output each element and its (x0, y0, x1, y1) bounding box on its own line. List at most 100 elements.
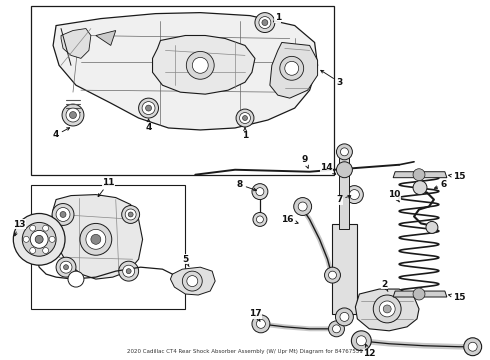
Circle shape (336, 308, 353, 326)
Circle shape (68, 271, 84, 287)
Circle shape (49, 237, 55, 242)
Circle shape (187, 276, 198, 287)
Polygon shape (270, 42, 318, 98)
Polygon shape (51, 195, 143, 279)
Circle shape (60, 211, 66, 217)
Circle shape (56, 207, 70, 221)
Circle shape (356, 336, 367, 346)
Circle shape (23, 237, 29, 242)
Circle shape (464, 338, 482, 356)
Polygon shape (152, 36, 255, 94)
Circle shape (182, 271, 202, 291)
Polygon shape (53, 13, 318, 130)
Circle shape (383, 305, 391, 313)
Circle shape (240, 113, 250, 123)
Circle shape (62, 104, 84, 126)
Circle shape (413, 288, 425, 300)
Circle shape (341, 148, 348, 156)
Bar (31, 185, 185, 309)
Polygon shape (96, 31, 116, 45)
Text: 17: 17 (248, 309, 261, 321)
Circle shape (86, 229, 106, 249)
Circle shape (328, 271, 337, 279)
Text: 4: 4 (53, 128, 70, 139)
Text: 14: 14 (320, 163, 336, 174)
Text: 15: 15 (448, 172, 465, 181)
Circle shape (256, 319, 266, 328)
Circle shape (126, 269, 131, 274)
Text: 13: 13 (13, 220, 25, 236)
Circle shape (236, 109, 254, 127)
Circle shape (52, 203, 74, 225)
Circle shape (22, 222, 56, 256)
Circle shape (43, 248, 49, 253)
Circle shape (262, 19, 268, 26)
Polygon shape (171, 267, 215, 295)
Circle shape (340, 312, 349, 321)
Text: 9: 9 (301, 155, 308, 168)
Circle shape (142, 102, 155, 114)
Circle shape (30, 225, 36, 231)
Circle shape (30, 248, 36, 253)
Bar (31, 6, 335, 175)
Circle shape (122, 265, 135, 277)
Circle shape (119, 261, 139, 281)
Circle shape (139, 98, 158, 118)
Circle shape (413, 169, 425, 181)
Circle shape (413, 181, 427, 195)
Circle shape (252, 184, 268, 199)
Circle shape (122, 206, 140, 224)
Circle shape (298, 202, 307, 211)
Polygon shape (355, 289, 419, 331)
Circle shape (146, 105, 151, 111)
Circle shape (243, 116, 247, 121)
Circle shape (285, 61, 299, 75)
Circle shape (349, 190, 359, 199)
Circle shape (328, 321, 344, 337)
Circle shape (351, 331, 371, 351)
Text: 8: 8 (237, 180, 256, 191)
Text: 2020 Cadillac CT4 Rear Shock Absorber Assembly (W/ Upr Mt) Diagram for 84767551: 2020 Cadillac CT4 Rear Shock Absorber As… (127, 349, 363, 354)
Circle shape (128, 212, 133, 217)
Polygon shape (393, 291, 447, 297)
Circle shape (333, 325, 341, 333)
Text: 10: 10 (388, 190, 400, 202)
Circle shape (30, 230, 48, 248)
Text: 4: 4 (146, 119, 152, 132)
Polygon shape (61, 28, 91, 58)
Text: 16: 16 (282, 215, 298, 224)
Circle shape (280, 57, 304, 80)
Circle shape (192, 57, 208, 73)
Circle shape (294, 198, 312, 216)
Circle shape (255, 13, 275, 32)
Text: 1: 1 (273, 13, 281, 22)
Polygon shape (393, 172, 447, 178)
Circle shape (125, 209, 136, 220)
Polygon shape (332, 224, 357, 314)
Circle shape (35, 235, 43, 243)
Circle shape (80, 224, 112, 255)
Polygon shape (340, 155, 349, 229)
Circle shape (43, 225, 49, 231)
Circle shape (259, 17, 271, 28)
Text: 5: 5 (182, 255, 189, 267)
Text: 1: 1 (242, 128, 248, 140)
Circle shape (56, 257, 76, 277)
Text: 7: 7 (336, 195, 351, 204)
Text: 6: 6 (435, 180, 447, 189)
Text: 2: 2 (381, 280, 388, 292)
Text: 11: 11 (98, 178, 115, 197)
Circle shape (256, 216, 264, 223)
Text: 15: 15 (448, 293, 465, 302)
Circle shape (91, 234, 101, 244)
Circle shape (253, 212, 267, 226)
Circle shape (468, 342, 477, 351)
Circle shape (337, 162, 352, 178)
Circle shape (64, 265, 69, 270)
Circle shape (60, 261, 72, 273)
Circle shape (252, 315, 270, 333)
Text: 12: 12 (363, 344, 375, 358)
Circle shape (426, 221, 438, 233)
Circle shape (324, 267, 341, 283)
Circle shape (379, 301, 395, 317)
